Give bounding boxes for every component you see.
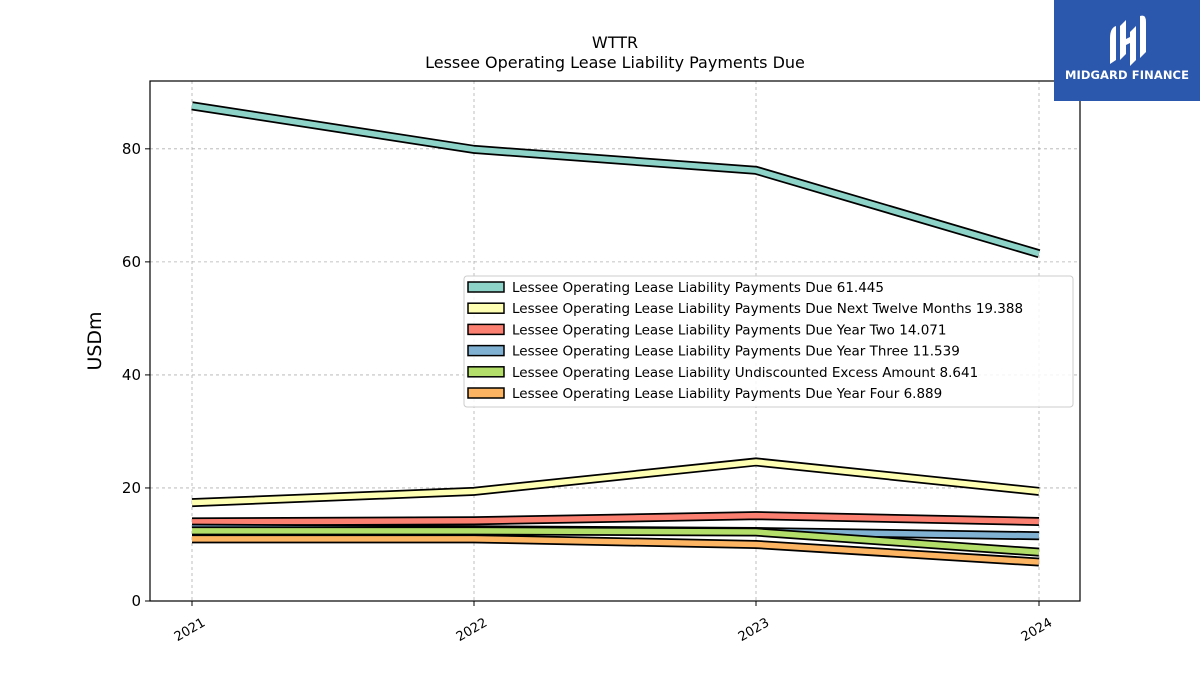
legend-box — [463, 275, 1074, 408]
y-tick-label: 80 — [122, 140, 141, 158]
y-tick-label: 20 — [122, 479, 141, 497]
series-4 — [191, 526, 1040, 557]
chart-title: WTTR — [592, 33, 638, 52]
x-tick-label: 2024 — [1019, 615, 1055, 645]
legend: Lessee Operating Lease Liability Payment… — [463, 275, 1074, 408]
logo-text: MIDGARD FINANCE — [1064, 68, 1190, 82]
legend-label: Lessee Operating Lease Liability Payment… — [512, 301, 1023, 317]
series-line — [192, 528, 1040, 555]
midgard-logo-icon — [1110, 15, 1146, 66]
chart-subtitle: Lessee Operating Lease Liability Payment… — [425, 53, 805, 72]
x-tick-label: 2023 — [736, 615, 772, 645]
legend-swatch — [467, 302, 505, 314]
legend-swatch — [467, 281, 505, 293]
series-1 — [191, 457, 1040, 508]
legend-swatch — [467, 344, 505, 357]
x-tick-label: 2021 — [172, 615, 208, 645]
legend-label: Lessee Operating Lease Liability Payment… — [512, 280, 884, 296]
series-0 — [191, 101, 1041, 259]
x-axis-ticks: 2021 2022 2023 2024 — [172, 601, 1055, 645]
y-axis-ticks: 0 20 40 60 80 — [122, 140, 150, 610]
legend-swatch — [467, 323, 505, 336]
y-tick-label: 0 — [131, 592, 141, 610]
y-axis-label: USDm — [84, 311, 106, 370]
y-tick-label: 40 — [122, 366, 141, 384]
series-2 — [191, 511, 1040, 527]
legend-label: Lessee Operating Lease Liability Payment… — [512, 322, 946, 338]
legend-swatch — [467, 366, 505, 378]
x-tick-label: 2022 — [454, 615, 490, 645]
series-line — [191, 512, 1040, 525]
logo: MIDGARD FINANCE — [1054, 0, 1200, 101]
series-line — [191, 103, 1040, 257]
series-line — [191, 459, 1040, 506]
series-5 — [191, 534, 1040, 567]
legend-swatch — [467, 387, 505, 399]
series-line — [192, 536, 1040, 565]
series-lines — [191, 101, 1041, 567]
legend-label: Lessee Operating Lease Liability Undisco… — [512, 365, 978, 381]
legend-label: Lessee Operating Lease Liability Payment… — [512, 344, 960, 360]
y-tick-label: 60 — [122, 253, 141, 271]
legend-label: Lessee Operating Lease Liability Payment… — [512, 386, 942, 402]
plot-frame — [149, 80, 1081, 602]
